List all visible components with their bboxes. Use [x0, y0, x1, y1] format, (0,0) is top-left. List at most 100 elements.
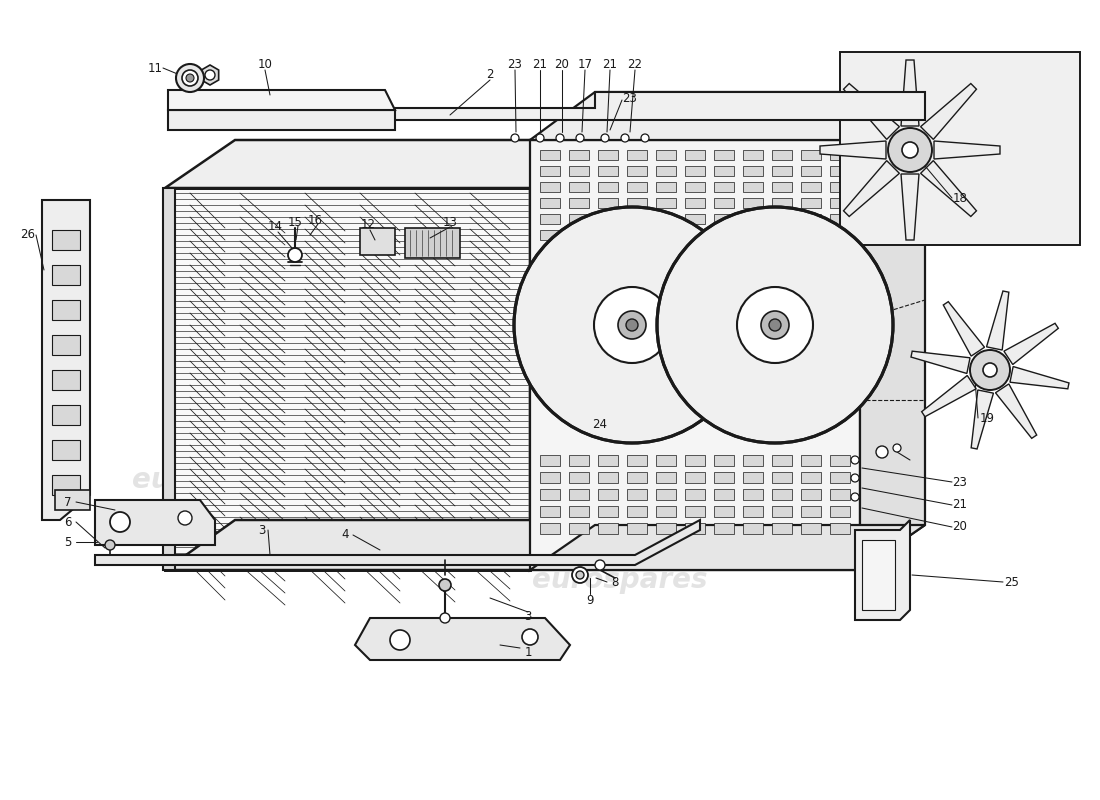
Circle shape [536, 134, 544, 142]
Text: 12: 12 [361, 218, 375, 231]
Polygon shape [855, 520, 910, 620]
Polygon shape [52, 475, 80, 495]
Polygon shape [360, 228, 395, 255]
Polygon shape [656, 198, 676, 208]
Polygon shape [656, 182, 676, 192]
Polygon shape [742, 455, 763, 466]
Polygon shape [772, 523, 792, 534]
Polygon shape [921, 83, 977, 139]
Polygon shape [42, 200, 90, 520]
Polygon shape [830, 166, 850, 176]
Polygon shape [840, 52, 1080, 245]
Polygon shape [844, 83, 900, 139]
Text: eurospares: eurospares [132, 466, 308, 494]
Polygon shape [801, 523, 821, 534]
Text: 16: 16 [308, 214, 322, 226]
Polygon shape [714, 455, 734, 466]
Polygon shape [772, 472, 792, 483]
Text: 1: 1 [525, 646, 531, 658]
Polygon shape [569, 506, 589, 517]
Polygon shape [742, 198, 763, 208]
Circle shape [288, 248, 302, 262]
Polygon shape [830, 523, 850, 534]
Polygon shape [987, 291, 1009, 350]
Polygon shape [569, 523, 589, 534]
Text: 21: 21 [532, 58, 548, 71]
Polygon shape [598, 455, 618, 466]
Polygon shape [742, 182, 763, 192]
Polygon shape [714, 150, 734, 160]
Polygon shape [801, 489, 821, 500]
Polygon shape [598, 150, 618, 160]
Circle shape [626, 319, 638, 331]
Polygon shape [569, 489, 589, 500]
Polygon shape [235, 92, 925, 120]
Polygon shape [922, 375, 976, 417]
Text: 11: 11 [147, 62, 163, 74]
Circle shape [851, 493, 859, 501]
Circle shape [893, 444, 901, 452]
Polygon shape [685, 198, 705, 208]
Text: 18: 18 [953, 191, 967, 205]
Polygon shape [569, 214, 589, 224]
Polygon shape [772, 150, 792, 160]
Polygon shape [901, 174, 918, 240]
Polygon shape [801, 455, 821, 466]
Polygon shape [569, 182, 589, 192]
Text: 23: 23 [623, 91, 637, 105]
Polygon shape [685, 455, 705, 466]
Text: eurospares: eurospares [532, 566, 707, 594]
Polygon shape [685, 214, 705, 224]
Polygon shape [165, 520, 600, 570]
Polygon shape [714, 472, 734, 483]
Polygon shape [52, 405, 80, 425]
Polygon shape [540, 523, 560, 534]
Polygon shape [801, 230, 821, 240]
Polygon shape [530, 92, 925, 140]
Text: 20: 20 [953, 521, 967, 534]
Polygon shape [627, 506, 647, 517]
Circle shape [888, 128, 932, 172]
Polygon shape [714, 489, 734, 500]
Circle shape [851, 456, 859, 464]
Circle shape [641, 134, 649, 142]
Circle shape [576, 134, 584, 142]
Polygon shape [742, 230, 763, 240]
Circle shape [594, 287, 670, 363]
Text: 4: 4 [341, 529, 349, 542]
Circle shape [595, 560, 605, 570]
Polygon shape [772, 455, 792, 466]
Text: eurospares: eurospares [613, 286, 788, 314]
Polygon shape [801, 214, 821, 224]
Text: 21: 21 [603, 58, 617, 71]
Text: 9: 9 [586, 594, 594, 606]
Polygon shape [742, 150, 763, 160]
Circle shape [390, 630, 410, 650]
Polygon shape [944, 302, 984, 356]
Circle shape [556, 134, 564, 142]
Circle shape [983, 363, 997, 377]
Text: 14: 14 [267, 221, 283, 234]
Text: 13: 13 [442, 215, 458, 229]
Polygon shape [163, 188, 175, 570]
Polygon shape [627, 455, 647, 466]
Polygon shape [52, 230, 80, 250]
Polygon shape [801, 150, 821, 160]
Polygon shape [598, 506, 618, 517]
Polygon shape [714, 166, 734, 176]
Polygon shape [55, 490, 90, 510]
Polygon shape [627, 523, 647, 534]
Circle shape [576, 571, 584, 579]
Polygon shape [540, 230, 560, 240]
Polygon shape [95, 500, 214, 545]
Polygon shape [405, 228, 460, 258]
Polygon shape [530, 525, 925, 570]
Polygon shape [911, 351, 970, 374]
Polygon shape [830, 455, 850, 466]
Polygon shape [801, 198, 821, 208]
Polygon shape [355, 618, 570, 660]
Polygon shape [540, 198, 560, 208]
Polygon shape [52, 370, 80, 390]
Text: 23: 23 [953, 475, 967, 489]
Circle shape [737, 287, 813, 363]
